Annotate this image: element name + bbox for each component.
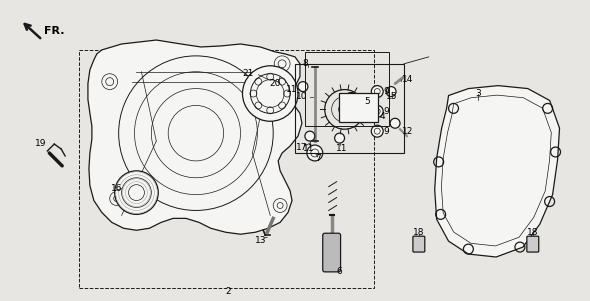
Circle shape bbox=[371, 105, 383, 117]
Circle shape bbox=[298, 82, 308, 92]
Text: 6: 6 bbox=[337, 267, 342, 276]
Text: FR.: FR. bbox=[44, 26, 65, 36]
Text: 9: 9 bbox=[383, 107, 389, 116]
Text: 4: 4 bbox=[379, 112, 385, 121]
Circle shape bbox=[119, 56, 273, 210]
Text: 21: 21 bbox=[242, 69, 254, 78]
Circle shape bbox=[335, 133, 345, 143]
Text: 19: 19 bbox=[35, 138, 46, 147]
Circle shape bbox=[305, 131, 315, 141]
Circle shape bbox=[371, 125, 383, 137]
Text: 15: 15 bbox=[386, 92, 398, 101]
Text: 7: 7 bbox=[315, 154, 320, 163]
Circle shape bbox=[343, 92, 360, 110]
Text: 11: 11 bbox=[303, 144, 314, 153]
Circle shape bbox=[386, 87, 396, 97]
Text: 11: 11 bbox=[286, 85, 297, 94]
Text: 20: 20 bbox=[270, 79, 281, 88]
Text: 2: 2 bbox=[226, 287, 231, 296]
Text: 8: 8 bbox=[302, 59, 308, 68]
Text: 12: 12 bbox=[402, 127, 414, 136]
Circle shape bbox=[307, 145, 323, 161]
Text: 14: 14 bbox=[402, 75, 414, 84]
FancyBboxPatch shape bbox=[527, 236, 539, 252]
Text: 3: 3 bbox=[476, 89, 481, 98]
Text: 18: 18 bbox=[527, 228, 539, 237]
Text: 17: 17 bbox=[296, 143, 307, 151]
Polygon shape bbox=[435, 85, 559, 257]
Text: 16: 16 bbox=[111, 184, 122, 193]
Text: 13: 13 bbox=[254, 236, 266, 245]
Circle shape bbox=[242, 66, 298, 121]
Circle shape bbox=[390, 118, 400, 128]
Text: 11: 11 bbox=[336, 144, 348, 153]
Text: 5: 5 bbox=[365, 97, 370, 106]
Text: 9: 9 bbox=[383, 127, 389, 136]
Text: 18: 18 bbox=[413, 228, 425, 237]
Circle shape bbox=[114, 171, 158, 214]
Polygon shape bbox=[88, 40, 302, 234]
Text: 10: 10 bbox=[296, 92, 308, 101]
Text: 9: 9 bbox=[383, 87, 389, 96]
FancyBboxPatch shape bbox=[323, 233, 340, 272]
FancyBboxPatch shape bbox=[339, 92, 378, 122]
FancyBboxPatch shape bbox=[413, 236, 425, 252]
Circle shape bbox=[371, 85, 383, 98]
